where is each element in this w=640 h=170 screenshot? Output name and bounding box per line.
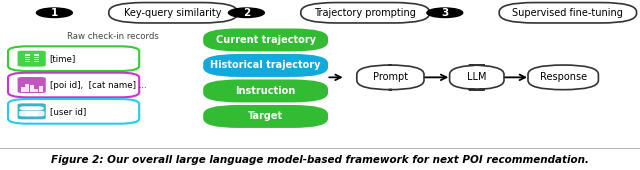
FancyBboxPatch shape xyxy=(204,105,328,128)
Text: Response: Response xyxy=(540,72,587,82)
FancyBboxPatch shape xyxy=(8,46,140,71)
FancyBboxPatch shape xyxy=(109,3,237,23)
FancyBboxPatch shape xyxy=(35,89,38,92)
FancyBboxPatch shape xyxy=(29,85,34,92)
Text: Historical trajectory: Historical trajectory xyxy=(211,61,321,70)
FancyBboxPatch shape xyxy=(18,51,46,67)
FancyBboxPatch shape xyxy=(34,54,39,56)
Circle shape xyxy=(427,8,463,18)
Circle shape xyxy=(20,107,31,110)
Text: Instruction: Instruction xyxy=(236,86,296,96)
Text: [time]: [time] xyxy=(50,54,76,63)
FancyBboxPatch shape xyxy=(499,3,637,23)
FancyBboxPatch shape xyxy=(18,77,46,93)
Text: Supervised fine-tuning: Supervised fine-tuning xyxy=(513,8,623,18)
FancyBboxPatch shape xyxy=(357,65,424,90)
Text: Figure 2: Our overall large language model-based framework for next POI recommen: Figure 2: Our overall large language mod… xyxy=(51,155,589,165)
Text: Prompt: Prompt xyxy=(373,72,408,82)
Text: [user id]: [user id] xyxy=(50,107,86,116)
FancyBboxPatch shape xyxy=(301,3,429,23)
Circle shape xyxy=(33,107,44,110)
FancyBboxPatch shape xyxy=(25,59,30,60)
FancyBboxPatch shape xyxy=(8,99,140,124)
FancyBboxPatch shape xyxy=(8,73,140,97)
FancyBboxPatch shape xyxy=(38,86,42,92)
FancyBboxPatch shape xyxy=(34,59,39,60)
Text: 1: 1 xyxy=(51,8,58,18)
FancyBboxPatch shape xyxy=(25,61,30,62)
Text: Raw check-in records: Raw check-in records xyxy=(67,32,159,41)
FancyBboxPatch shape xyxy=(204,28,328,51)
FancyBboxPatch shape xyxy=(32,111,45,116)
Text: LLM: LLM xyxy=(467,72,486,82)
FancyBboxPatch shape xyxy=(18,103,46,119)
Text: Current trajectory: Current trajectory xyxy=(216,35,316,45)
Text: Trajectory prompting: Trajectory prompting xyxy=(314,8,416,18)
Text: 3: 3 xyxy=(441,8,449,18)
FancyBboxPatch shape xyxy=(20,87,25,92)
Circle shape xyxy=(27,107,36,110)
FancyBboxPatch shape xyxy=(26,111,38,116)
FancyBboxPatch shape xyxy=(204,54,328,77)
FancyBboxPatch shape xyxy=(204,80,328,102)
FancyBboxPatch shape xyxy=(25,54,30,56)
Text: Target: Target xyxy=(248,112,283,121)
FancyBboxPatch shape xyxy=(19,111,32,116)
FancyBboxPatch shape xyxy=(34,57,39,58)
FancyBboxPatch shape xyxy=(26,84,29,92)
FancyBboxPatch shape xyxy=(25,57,30,58)
Circle shape xyxy=(228,8,264,18)
Text: 2: 2 xyxy=(243,8,250,18)
Circle shape xyxy=(36,8,72,18)
Text: Key-query similarity: Key-query similarity xyxy=(124,8,222,18)
FancyBboxPatch shape xyxy=(450,65,504,90)
FancyBboxPatch shape xyxy=(528,65,598,90)
Text: [poi id],  [cat name] ...: [poi id], [cat name] ... xyxy=(50,81,146,89)
FancyBboxPatch shape xyxy=(34,61,39,62)
